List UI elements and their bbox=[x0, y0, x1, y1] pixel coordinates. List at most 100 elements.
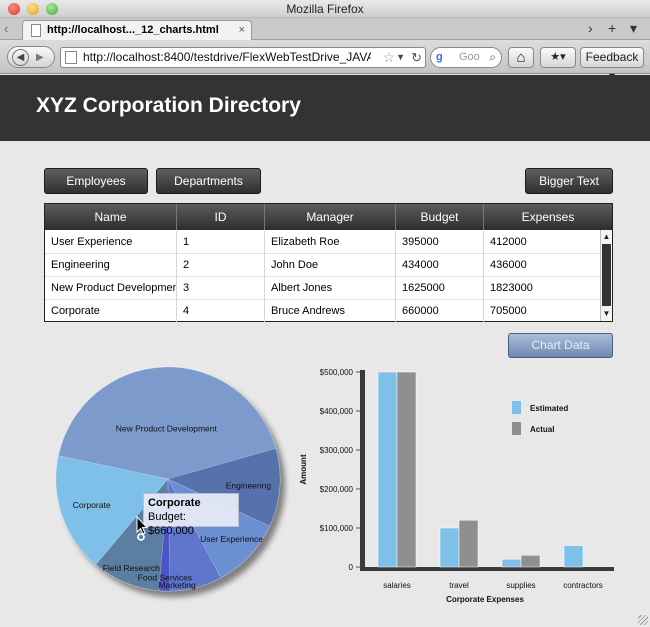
cell-manager: Albert Jones bbox=[265, 277, 396, 300]
cell-id: 4 bbox=[177, 300, 265, 323]
table-row[interactable]: Corporate 4 Bruce Andrews 660000 705000 bbox=[45, 300, 600, 323]
bar-actual-travel[interactable] bbox=[458, 519, 479, 568]
datatip-text: Budget: $660,000 bbox=[148, 511, 194, 537]
legend-label-estimated: Estimated bbox=[530, 404, 568, 413]
pie-label-user-experience: User Experience bbox=[200, 534, 263, 544]
cell-budget: 1625000 bbox=[396, 277, 484, 300]
x-tick-label: salaries bbox=[383, 581, 411, 590]
bar-actual-supplies[interactable] bbox=[520, 555, 541, 568]
column-header-manager[interactable]: Manager bbox=[265, 204, 396, 230]
browser-titlebar: Mozilla Firefox bbox=[0, 0, 650, 18]
bookmark-star-icon[interactable]: ☆ bbox=[382, 49, 395, 65]
cell-id: 1 bbox=[177, 231, 265, 254]
back-forward-control: ◀ ▶ bbox=[7, 46, 55, 68]
url-input[interactable]: http://localhost:8400/testdrive/FlexWebT… bbox=[83, 50, 371, 64]
site-identity-icon[interactable] bbox=[65, 51, 77, 64]
search-bar[interactable]: g Goo ⌕ bbox=[430, 47, 502, 68]
browser-tab[interactable]: http://localhost..._12_charts.html × bbox=[22, 20, 252, 40]
department-grid: Name ID Manager Budget Expenses User Exp… bbox=[44, 203, 613, 323]
tab-close-icon[interactable]: × bbox=[238, 24, 245, 36]
pie-label-field-research: Field Research bbox=[103, 563, 160, 573]
browser-tabbar: ‹ http://localhost..._12_charts.html × ›… bbox=[0, 18, 650, 40]
table-row[interactable]: User Experience 1 Elizabeth Roe 395000 4… bbox=[45, 231, 600, 254]
tab-scroll-right-icon[interactable]: › bbox=[588, 20, 593, 36]
window-close-button[interactable] bbox=[8, 3, 20, 15]
scroll-thumb[interactable] bbox=[602, 244, 611, 306]
cell-name: Corporate bbox=[45, 300, 177, 323]
pie-label-marketing: Marketing bbox=[158, 580, 196, 590]
tab-list-icon[interactable]: ▾ bbox=[630, 20, 638, 36]
bar-estimated-supplies[interactable] bbox=[501, 558, 522, 568]
x-tick-label: contractors bbox=[563, 581, 603, 590]
window-minimize-button[interactable] bbox=[27, 3, 39, 15]
column-header-id[interactable]: ID bbox=[177, 204, 265, 230]
forward-button[interactable]: ▶ bbox=[36, 52, 44, 63]
tab-scroll-left-icon[interactable]: ‹ bbox=[4, 21, 9, 36]
window-zoom-button[interactable] bbox=[46, 3, 58, 15]
pie-datatip: Corporate Budget: $660,000 bbox=[143, 493, 239, 537]
bookmarks-button[interactable]: ★▾ bbox=[540, 47, 576, 68]
cell-budget: 434000 bbox=[396, 254, 484, 277]
cell-name: Engineering bbox=[45, 254, 177, 277]
bigger-text-button[interactable]: Bigger Text bbox=[525, 168, 613, 194]
app-header bbox=[0, 75, 650, 141]
datatip-title: Corporate bbox=[148, 497, 201, 509]
y-tick-label: $400,000 bbox=[320, 407, 354, 416]
tab-title: http://localhost..._12_charts.html bbox=[47, 24, 219, 36]
y-tick-label: $100,000 bbox=[320, 524, 354, 533]
departments-button[interactable]: Departments bbox=[156, 168, 261, 194]
home-button[interactable]: ⌂ bbox=[508, 47, 534, 68]
expenses-column-chart[interactable]: 0 $100,000 $200,000 $300,000 $400,000 $500,00… bbox=[292, 360, 637, 610]
bar-estimated-salaries[interactable] bbox=[377, 371, 398, 568]
cell-name: User Experience bbox=[45, 231, 177, 254]
y-tick-label: 0 bbox=[349, 563, 354, 572]
search-icon[interactable]: ⌕ bbox=[489, 50, 496, 64]
budget-pie-chart[interactable]: New Product Development Engineering User E… bbox=[40, 362, 290, 612]
reload-icon[interactable]: ↻ bbox=[411, 50, 422, 65]
new-tab-icon[interactable]: + bbox=[608, 20, 617, 36]
pie-slice-new-product-development[interactable] bbox=[58, 366, 277, 480]
y-axis-title: Amount bbox=[299, 454, 308, 485]
column-header-name[interactable]: Name bbox=[45, 204, 177, 230]
cell-id: 2 bbox=[177, 254, 265, 277]
cell-id: 3 bbox=[177, 277, 265, 300]
x-tick-label: travel bbox=[449, 581, 469, 590]
pie-slice-corporate[interactable] bbox=[55, 455, 169, 565]
cell-expenses: 436000 bbox=[490, 259, 527, 271]
scroll-up-icon[interactable]: ▲ bbox=[602, 232, 611, 241]
back-button[interactable]: ◀ bbox=[12, 49, 29, 66]
cell-budget: 660000 bbox=[396, 300, 484, 323]
grid-scrollbar[interactable]: ▲ ▼ bbox=[600, 230, 612, 321]
url-history-dropdown-icon[interactable]: ▼ bbox=[396, 52, 405, 62]
browser-navbar: ◀ ▶ http://localhost:8400/testdrive/Flex… bbox=[0, 40, 650, 83]
table-row[interactable]: New Product Development 3 Albert Jones 1… bbox=[45, 277, 600, 300]
page-title: XYZ Corporation Directory bbox=[36, 94, 301, 117]
column-header-expenses[interactable]: Expenses bbox=[521, 210, 575, 224]
cell-manager: Bruce Andrews bbox=[265, 300, 396, 323]
column-header-budget[interactable]: Budget bbox=[396, 204, 484, 230]
y-axis-line bbox=[360, 370, 365, 569]
cell-expenses: 412000 bbox=[490, 236, 527, 248]
table-row[interactable]: Engineering 2 John Doe 434000 436000 bbox=[45, 254, 600, 277]
x-axis-line bbox=[360, 567, 614, 571]
cell-budget: 395000 bbox=[396, 231, 484, 254]
pie-label-new-product-development: New Product Development bbox=[116, 424, 218, 434]
search-engine-icon[interactable]: g bbox=[436, 51, 443, 63]
scroll-down-icon[interactable]: ▼ bbox=[602, 309, 611, 318]
feedback-button[interactable]: Feedback ▾ bbox=[580, 47, 644, 83]
x-axis-title: Corporate Expenses bbox=[446, 595, 524, 604]
bar-actual-salaries[interactable] bbox=[396, 371, 417, 568]
chart-data-button[interactable]: Chart Data bbox=[508, 333, 613, 358]
y-tick-label: $300,000 bbox=[320, 446, 354, 455]
legend-swatch-estimated bbox=[512, 401, 521, 414]
pie-slice-engineering[interactable] bbox=[167, 448, 281, 527]
url-bar[interactable]: http://localhost:8400/testdrive/FlexWebT… bbox=[60, 47, 426, 68]
search-input[interactable]: Goo bbox=[459, 51, 480, 63]
bar-estimated-travel[interactable] bbox=[439, 527, 460, 568]
mouse-cursor-icon bbox=[136, 516, 149, 541]
window-resize-grip[interactable] bbox=[638, 615, 648, 625]
cell-name: New Product Development bbox=[45, 277, 177, 300]
x-tick-label: supplies bbox=[506, 581, 535, 590]
employees-button[interactable]: Employees bbox=[44, 168, 148, 194]
bar-estimated-contractors[interactable] bbox=[563, 545, 584, 568]
